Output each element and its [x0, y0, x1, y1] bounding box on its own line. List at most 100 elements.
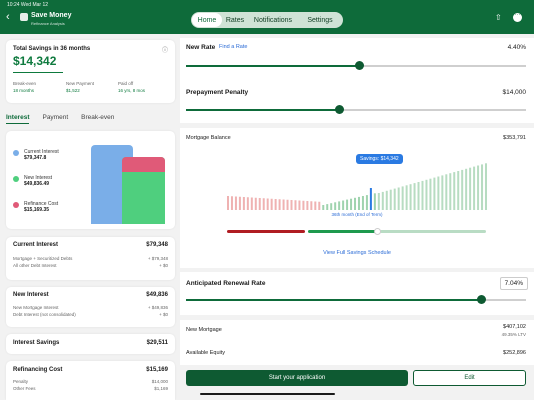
tab-payment[interactable]: Payment [42, 114, 69, 121]
prepayment-slider-handle[interactable] [334, 105, 344, 114]
balance-bar [330, 203, 333, 210]
legend-current-interest: Current Interest $79,347.8 [13, 149, 59, 161]
balance-bar [227, 196, 229, 210]
timeline-segment-post [380, 230, 486, 233]
balance-bar [282, 199, 285, 210]
balance-bar [346, 199, 349, 210]
tab-rates[interactable]: Rates [225, 16, 245, 24]
tab-notifications[interactable]: Notifications [253, 16, 293, 24]
share-icon[interactable]: ⇧ [495, 13, 502, 22]
balance-bar [457, 171, 460, 210]
renewal-slider-fill [186, 299, 482, 301]
new-rate-slider-handle[interactable] [354, 61, 364, 70]
rate-panel: New Rate Find a Rate 4.40% Prepayment Pe… [180, 38, 534, 123]
tab-settings[interactable]: Settings [307, 16, 333, 24]
balance-bar [485, 163, 487, 210]
marker-caption: 36th month (End of Term) [331, 212, 383, 217]
balance-bar [258, 198, 261, 210]
balance-bar [274, 199, 277, 210]
legend-new-interest: New Interest $49,836.49 [13, 175, 52, 187]
balance-bar [234, 196, 237, 210]
refinancing-cost-title: Refinancing Cost [13, 367, 63, 373]
balance-bar [453, 172, 456, 210]
balance-bar [365, 195, 368, 210]
balance-bar [409, 184, 412, 210]
balance-panel: Mortgage Balance $353,791 Savings: $14,3… [180, 128, 534, 268]
balance-bar [306, 201, 309, 210]
balance-bar [357, 196, 360, 210]
renewal-slider-handle[interactable] [477, 295, 487, 304]
balance-bar [250, 197, 253, 210]
interest-savings-label: Interest Savings [13, 340, 60, 346]
timeline-handle[interactable] [374, 228, 381, 235]
tab-home[interactable]: Home [192, 13, 222, 27]
analysis-tabs: Interest Payment Break-even [6, 114, 114, 124]
refinancing-cost-card: Refinancing Cost $15,169 Penalty $14,000… [6, 361, 175, 400]
edit-button[interactable]: Edit [413, 370, 526, 386]
balance-bar [385, 190, 388, 210]
renewal-label: Anticipated Renewal Rate [186, 280, 266, 287]
balance-label: Mortgage Balance [186, 135, 231, 141]
ltv-value: 49.35% LTV [501, 332, 526, 337]
interest-chart-card: Current Interest $79,347.8 New Interest … [6, 131, 175, 229]
balance-bar [449, 173, 452, 210]
balance-bar [461, 169, 464, 210]
prepayment-slider-track[interactable] [186, 109, 526, 111]
balance-bar [302, 200, 305, 210]
balance-bar [437, 176, 440, 210]
balance-value: $353,791 [503, 135, 526, 141]
tab-interest[interactable]: Interest [6, 114, 30, 124]
legend-dot [13, 150, 19, 156]
timeline-segment-pre [227, 230, 305, 233]
view-schedule-link[interactable]: View Full Savings Schedule [323, 250, 391, 256]
refinancing-cost-total: $15,169 [146, 367, 168, 373]
table-row: Debt Interest (not consolidated) + $0 [13, 312, 168, 317]
savings-tooltip: Savings: $14,342 [356, 154, 403, 164]
renewal-panel: Anticipated Renewal Rate 7.04% [180, 272, 534, 315]
new-rate-value: 4.40% [507, 44, 526, 51]
more-icon[interactable]: ··· [513, 12, 522, 22]
balance-bar [326, 204, 329, 210]
new-interest-card: New Interest $49,836 New Mortgage Intere… [6, 287, 175, 327]
legend-refinance-cost: Refinance Cost $15,169.35 [13, 201, 58, 213]
app-title: Save Money [31, 12, 72, 19]
balance-bar [361, 196, 364, 210]
renewal-value[interactable]: 7.04% [499, 277, 528, 290]
find-rate-link[interactable]: Find a Rate [219, 44, 248, 50]
balance-bar [334, 202, 337, 210]
total-savings-title: Total Savings in 36 months [13, 46, 91, 52]
balance-bar [377, 193, 380, 210]
info-icon[interactable]: ⓘ [161, 48, 168, 54]
balance-bar [270, 198, 273, 210]
new-rate-label: New Rate [186, 44, 216, 51]
tab-break-even[interactable]: Break-even [81, 114, 115, 121]
prepayment-value: $14,000 [502, 89, 527, 96]
prepayment-label: Prepayment Penalty [186, 89, 249, 96]
home-indicator [200, 393, 335, 395]
balance-bar [425, 179, 428, 210]
mortgage-summary-panel: New Mortgage $407,102 49.35% LTV Availab… [180, 320, 534, 365]
balance-bar [441, 175, 444, 210]
divider [13, 72, 63, 73]
start-application-button[interactable]: Start your application [186, 370, 408, 386]
available-equity-value: $252,896 [503, 350, 526, 356]
balance-bar [421, 180, 424, 210]
balance-bar [318, 201, 321, 210]
table-row: Mortgage + Securitized Debts + $79,348 [13, 256, 168, 261]
balance-bar [294, 200, 297, 210]
balance-bar [445, 174, 448, 210]
balance-bar [262, 198, 265, 210]
balance-bar [230, 196, 233, 210]
balance-bar [354, 197, 357, 210]
current-interest-title: Current Interest [13, 242, 59, 248]
balance-bar [238, 196, 241, 210]
total-savings-amount: $14,342 [13, 54, 57, 68]
balance-bar [413, 183, 416, 210]
balance-bar [381, 191, 384, 210]
balance-bar [314, 201, 317, 210]
balance-bar [373, 193, 376, 210]
balance-bar [405, 185, 408, 210]
app-subtitle: Refinance Analysis [31, 21, 65, 26]
back-chevron-icon[interactable]: ‹ [6, 11, 10, 23]
total-savings-card: Total Savings in 36 months ⓘ $14,342 Bre… [6, 40, 175, 103]
